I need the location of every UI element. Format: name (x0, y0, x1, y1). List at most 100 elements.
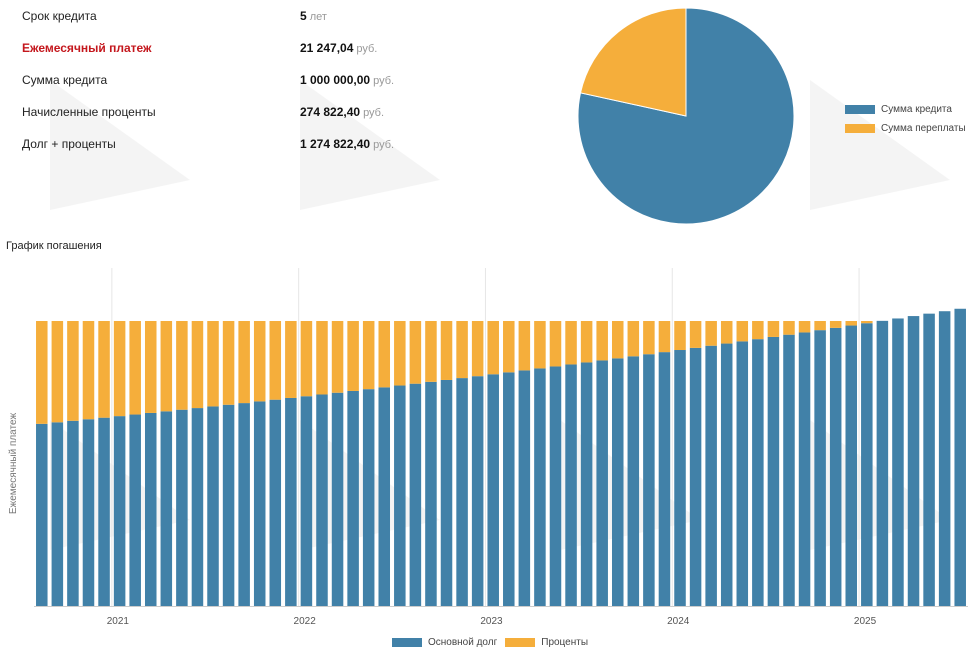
bar-principal[interactable] (176, 409, 188, 606)
bar-interest[interactable] (518, 321, 531, 371)
bar-interest[interactable] (720, 321, 733, 344)
bar-interest[interactable] (611, 321, 624, 359)
bar-principal[interactable] (829, 327, 842, 606)
bar-interest[interactable] (253, 321, 266, 402)
bar-interest[interactable] (674, 321, 686, 351)
bar-interest[interactable] (98, 321, 110, 418)
bar-interest[interactable] (829, 321, 842, 328)
bar-interest[interactable] (394, 321, 406, 386)
bar-principal[interactable] (285, 397, 297, 606)
bar-principal[interactable] (487, 374, 499, 606)
pie-legend-item-overpayment[interactable]: Сумма переплаты (845, 119, 966, 138)
bar-interest[interactable] (51, 321, 64, 423)
bar-interest[interactable] (285, 321, 297, 398)
bar-interest[interactable] (176, 321, 188, 410)
bar-principal[interactable] (253, 401, 266, 606)
bar-interest[interactable] (736, 321, 749, 342)
bar-interest[interactable] (378, 321, 391, 388)
bar-principal[interactable] (518, 370, 531, 606)
bar-interest[interactable] (549, 321, 562, 367)
bar-principal[interactable] (378, 387, 391, 606)
bar-principal[interactable] (689, 347, 702, 606)
bar-interest[interactable] (689, 321, 702, 348)
bar-principal[interactable] (720, 343, 733, 606)
bar-principal[interactable] (845, 325, 858, 606)
bar-principal[interactable] (316, 394, 328, 606)
bar-principal[interactable] (549, 366, 562, 606)
bar-interest[interactable] (67, 321, 79, 421)
bar-interest[interactable] (627, 321, 640, 357)
bar-interest[interactable] (643, 321, 655, 355)
bar-interest[interactable] (409, 321, 422, 384)
bar-interest[interactable] (129, 321, 141, 415)
bar-principal[interactable] (394, 385, 406, 606)
bar-legend-item-principal[interactable]: Основной долг (391, 637, 497, 648)
bar-principal[interactable] (269, 399, 282, 606)
bar-interest[interactable] (238, 321, 250, 404)
bar-interest[interactable] (487, 321, 499, 375)
bar-principal[interactable] (300, 396, 313, 606)
bar-principal[interactable] (580, 362, 593, 606)
bar-interest[interactable] (752, 321, 764, 340)
bar-legend-item-interest[interactable]: Проценты (505, 637, 588, 648)
bar-principal[interactable] (798, 332, 811, 606)
bar-principal[interactable] (331, 392, 344, 606)
bar-interest[interactable] (331, 321, 344, 393)
bar-interest[interactable] (471, 321, 484, 377)
bar-interest[interactable] (440, 321, 453, 380)
bar-principal[interactable] (67, 420, 79, 606)
bar-principal[interactable] (222, 404, 235, 606)
bar-principal[interactable] (658, 352, 671, 606)
bar-interest[interactable] (362, 321, 375, 390)
bar-principal[interactable] (534, 368, 546, 606)
bar-interest[interactable] (222, 321, 235, 405)
bar-principal[interactable] (36, 423, 48, 606)
bar-principal[interactable] (362, 389, 375, 606)
bar-principal[interactable] (144, 412, 157, 606)
bar-principal[interactable] (191, 408, 204, 606)
bar-interest[interactable] (191, 321, 204, 409)
bar-principal[interactable] (238, 403, 250, 606)
bar-interest[interactable] (658, 321, 671, 353)
pie-slice[interactable] (579, 7, 687, 117)
bar-interest[interactable] (425, 321, 437, 382)
bar-principal[interactable] (160, 411, 173, 606)
bar-interest[interactable] (269, 321, 282, 400)
bar-principal[interactable] (456, 378, 468, 606)
bar-principal[interactable] (627, 356, 640, 606)
bar-principal[interactable] (814, 330, 826, 606)
bar-interest[interactable] (160, 321, 173, 412)
bar-principal[interactable] (954, 308, 966, 606)
bar-principal[interactable] (425, 381, 437, 606)
bar-interest[interactable] (596, 321, 608, 361)
bar-interest[interactable] (316, 321, 328, 395)
bar-principal[interactable] (611, 358, 624, 606)
bar-interest[interactable] (503, 321, 515, 373)
bar-principal[interactable] (82, 419, 95, 606)
bar-interest[interactable] (534, 321, 546, 369)
bar-interest[interactable] (207, 321, 219, 407)
bar-principal[interactable] (596, 360, 608, 606)
bar-principal[interactable] (907, 316, 920, 606)
bar-principal[interactable] (892, 318, 904, 606)
bar-principal[interactable] (705, 345, 717, 606)
bar-interest[interactable] (861, 321, 873, 324)
pie-legend-item-principal[interactable]: Сумма кредита (845, 100, 966, 119)
bar-principal[interactable] (51, 422, 64, 606)
bar-principal[interactable] (876, 320, 889, 606)
bar-principal[interactable] (503, 372, 515, 606)
bar-principal[interactable] (861, 323, 873, 606)
bar-interest[interactable] (565, 321, 577, 365)
bar-interest[interactable] (456, 321, 468, 379)
bar-principal[interactable] (736, 341, 749, 606)
bar-principal[interactable] (207, 406, 219, 606)
bar-interest[interactable] (300, 321, 313, 397)
bar-principal[interactable] (440, 379, 453, 606)
bar-principal[interactable] (674, 350, 686, 606)
bar-interest[interactable] (82, 321, 95, 420)
bar-interest[interactable] (705, 321, 717, 346)
bar-interest[interactable] (845, 321, 858, 326)
bar-interest[interactable] (814, 321, 826, 331)
bar-interest[interactable] (347, 321, 359, 391)
bar-principal[interactable] (938, 311, 951, 606)
